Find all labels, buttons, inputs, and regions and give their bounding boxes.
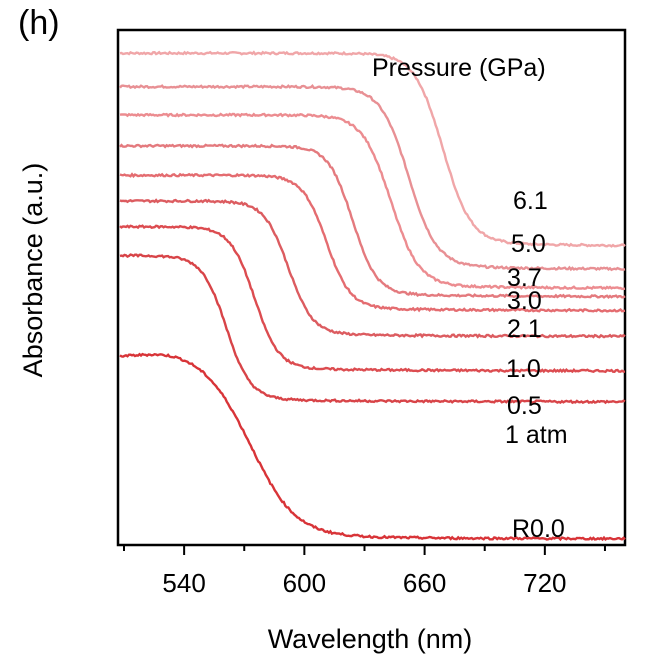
x-tick-label-720: 720	[523, 568, 566, 598]
series-label-2-1: 2.1	[507, 315, 542, 343]
series-line-3-0	[119, 143, 626, 299]
plot-frame	[116, 28, 627, 547]
panel-label: (h)	[18, 4, 60, 42]
series-label-1-0: 1.0	[506, 355, 541, 383]
x-axis-ticks	[123, 545, 606, 555]
x-tick-label-660: 660	[403, 568, 446, 598]
series-line-3-7	[119, 112, 626, 291]
series-line-1-atm	[119, 253, 626, 405]
series-line-6-1	[119, 50, 626, 248]
series-labels: 6.1 5.0 3.73.02.1 1.0 0.51 atm R0.0	[505, 187, 568, 543]
series-curves	[119, 50, 626, 542]
series-line-2-1	[119, 172, 626, 313]
x-tick-label-540: 540	[162, 568, 205, 598]
y-axis-label: Absorbance (a.u.)	[18, 163, 48, 378]
series-label-6-1: 6.1	[513, 187, 548, 215]
series-label-3-0: 3.0	[507, 287, 542, 315]
series-line-0-5	[119, 224, 626, 374]
series-line-r0-0	[119, 352, 626, 542]
x-axis-label: Wavelength (nm)	[268, 624, 473, 654]
x-tick-label-600: 600	[283, 568, 326, 598]
series-line-5-0	[119, 83, 626, 272]
series-label-0-5: 0.5	[507, 392, 542, 420]
series-label-5-0: 5.0	[511, 230, 546, 258]
series-label-r0-0: R0.0	[512, 515, 565, 543]
series-label-3-7: 3.7	[507, 264, 542, 292]
x-axis-tick-labels: 540 600 660 720	[162, 568, 566, 598]
series-label-1-atm: 1 atm	[505, 421, 568, 449]
series-line-1-0	[119, 198, 626, 339]
legend-title: Pressure (GPa)	[372, 54, 546, 82]
